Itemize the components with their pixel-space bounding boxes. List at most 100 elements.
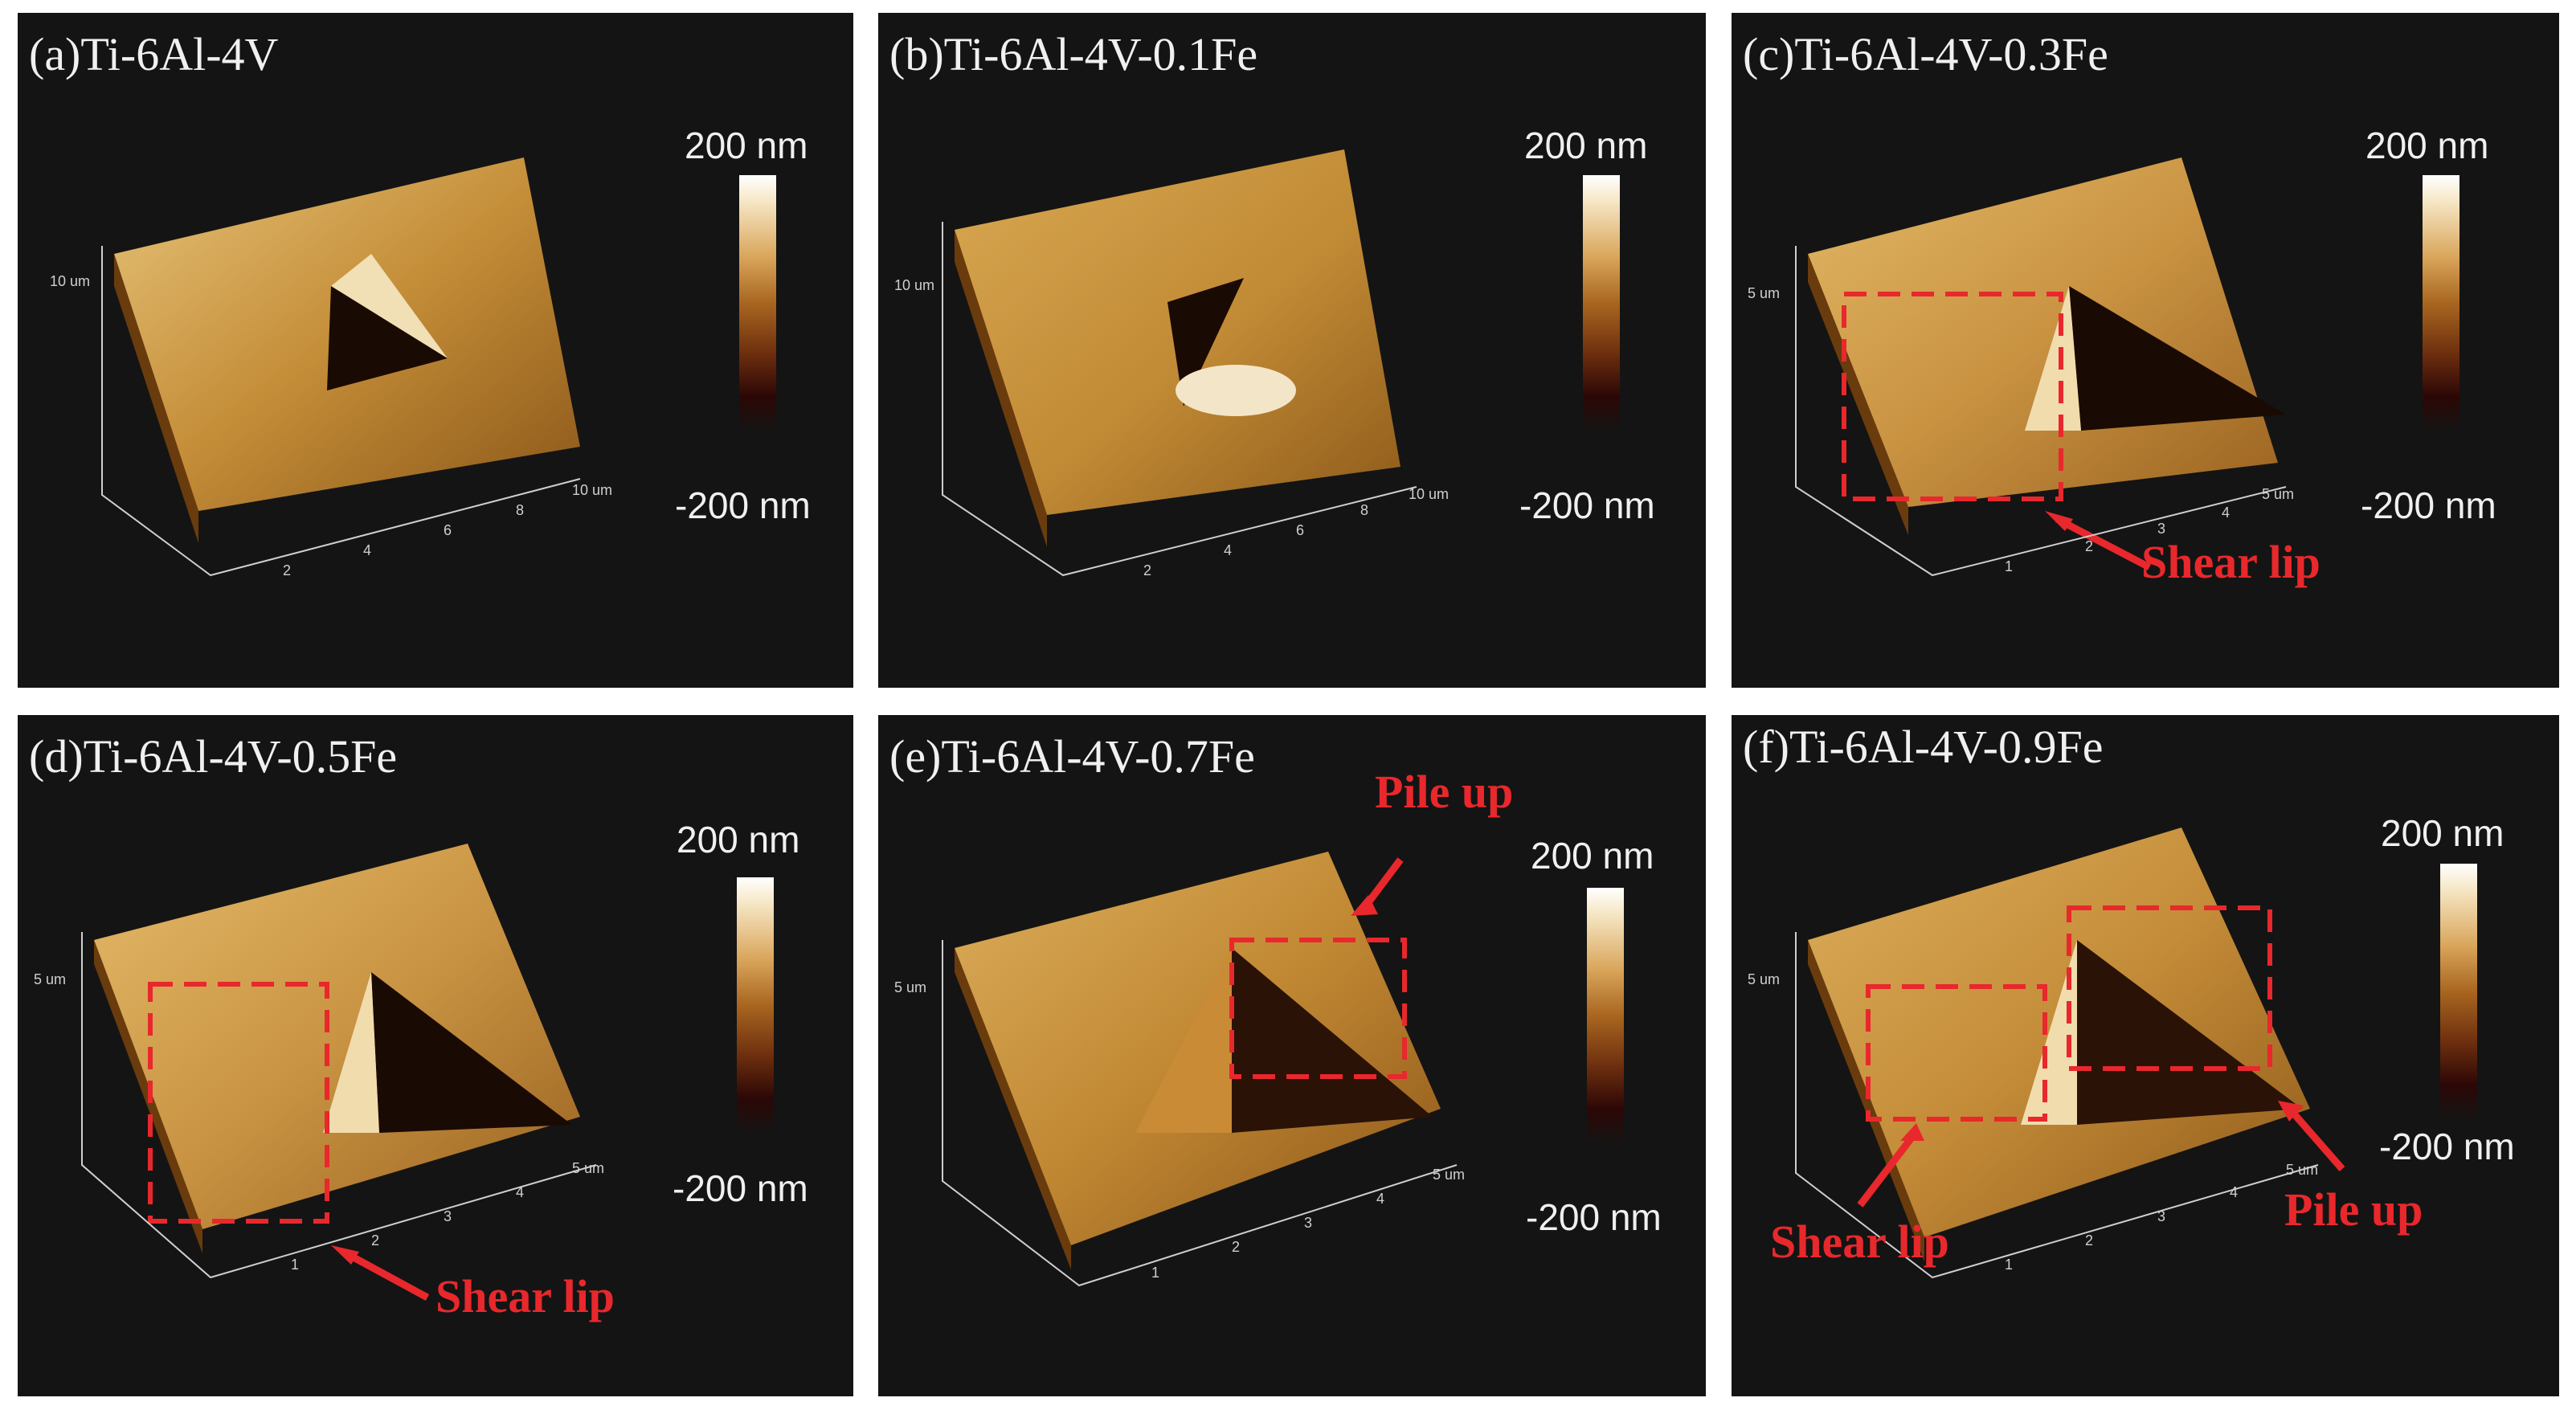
surface-side — [1808, 254, 1908, 535]
shear-lip-arrow — [341, 1249, 430, 1301]
pile-up-arrow — [2289, 1110, 2345, 1171]
x-tick-label: 5 um — [1433, 1167, 1465, 1183]
x-tick-label: 6 — [444, 522, 452, 538]
x-tick-label: 1 — [1151, 1265, 1159, 1281]
panel-title: (e)Ti-6Al-4V-0.7Fe — [889, 730, 1255, 783]
y-tick-label: 10 um — [50, 273, 90, 289]
shear-lip-box — [148, 982, 329, 1224]
surface-side — [114, 254, 198, 543]
x-tick-label: 4 — [516, 1184, 524, 1200]
panel-title: (c)Ti-6Al-4V-0.3Fe — [1743, 28, 2108, 80]
pile-up-box — [2067, 905, 2272, 1071]
afm-surface-c: 1 2 3 4 5 um 5 um — [1748, 157, 2294, 577]
x-tick-label: 10 um — [1409, 486, 1449, 502]
pile-up-arrow — [1359, 857, 1404, 913]
shear-lip-box — [1866, 984, 2047, 1122]
colorbar-min-label: -200 nm — [2379, 1126, 2515, 1167]
colorbar-min-label: -200 nm — [1519, 484, 1655, 526]
x-tick-label: 3 — [2157, 521, 2165, 537]
indent-face — [1135, 948, 1232, 1133]
x-tick-label: 5 um — [2286, 1162, 2318, 1178]
y-tick-label: 10 um — [894, 277, 934, 293]
axes-frame — [942, 940, 1458, 1287]
x-tick-label: 4 — [2222, 505, 2230, 521]
y-tick-label: 5 um — [34, 971, 66, 987]
panel-b: 2 4 6 8 10 um 10 um (b)Ti-6Al-4V-0.1Fe 2… — [878, 13, 1706, 688]
x-tick-label: 2 — [2085, 538, 2093, 554]
shear-lip-region — [323, 972, 379, 1133]
axes-frame — [81, 932, 597, 1279]
pile-up-label: Pile up — [2284, 1183, 2423, 1236]
height-colorbar — [1587, 888, 1624, 1145]
colorbar-min-label: -200 nm — [2361, 484, 2496, 526]
axes-frame — [1795, 246, 2287, 577]
y-tick-label: 5 um — [1748, 285, 1780, 301]
colorbar-min-label: -200 nm — [1526, 1196, 1662, 1238]
panel-title: (d)Ti-6Al-4V-0.5Fe — [29, 730, 398, 783]
panel-d: 1 2 3 4 5 um 5 um (d)Ti-6Al-4V-0.5Fe 200… — [18, 715, 853, 1396]
pile-up-label: Pile up — [1375, 766, 1514, 818]
colorbar-max-label: 200 nm — [2381, 812, 2504, 854]
surface-side — [1808, 940, 1924, 1261]
x-tick-label: 3 — [444, 1208, 452, 1224]
shear-lip-arrow — [2055, 516, 2152, 570]
x-tick-label: 3 — [1304, 1215, 1312, 1231]
colorbar-max-label: 200 nm — [685, 125, 808, 166]
afm-surface-a: 2 4 6 8 10 um 10 um — [50, 157, 612, 578]
x-tick-label: 5 um — [572, 1160, 604, 1176]
panel-a: 2 4 6 8 10 um 10 um (a)Ti-6Al-4V 200 nm … — [18, 13, 853, 688]
x-tick-label: 10 um — [572, 482, 612, 498]
colorbar-max-label: 200 nm — [2365, 125, 2489, 166]
x-tick-label: 1 — [2005, 558, 2013, 574]
afm-surface-d: 1 2 3 4 5 um 5 um — [34, 844, 604, 1301]
x-tick-label: 2 — [283, 562, 291, 578]
height-colorbar — [737, 877, 774, 1134]
indent-cavity — [327, 286, 448, 390]
panel-title: (b)Ti-6Al-4V-0.1Fe — [889, 28, 1258, 80]
x-tick-label: 5 um — [2262, 486, 2294, 502]
x-tick-label: 1 — [2005, 1257, 2013, 1273]
surface-side — [955, 948, 1071, 1269]
afm-surface-f: 1 2 3 4 5 um 5 um — [1748, 828, 2345, 1279]
y-tick-label: 5 um — [894, 979, 926, 995]
arrow-head — [2278, 1101, 2304, 1122]
height-colorbar — [2440, 864, 2477, 1121]
x-tick-label: 4 — [363, 542, 371, 558]
indent-cavity — [2069, 286, 2286, 431]
height-colorbar — [2423, 175, 2459, 432]
indent-face — [1176, 365, 1296, 416]
x-tick-label: 8 — [516, 502, 524, 518]
colorbar-max-label: 200 nm — [1531, 835, 1654, 877]
x-tick-label: 2 — [1143, 562, 1151, 578]
x-tick-label: 1 — [291, 1257, 299, 1273]
afm-surface-e: 1 2 3 4 5 um 5 um — [894, 852, 1465, 1287]
colorbar-max-label: 200 nm — [1524, 125, 1648, 166]
shear-lip-region — [2025, 286, 2081, 431]
shear-lip-label: Shear lip — [1770, 1216, 1949, 1268]
axes-frame — [1795, 932, 2319, 1279]
x-tick-label: 4 — [1224, 542, 1232, 558]
panel-c: 1 2 3 4 5 um 5 um (c)Ti-6Al-4V-0.3Fe 200… — [1732, 13, 2559, 688]
panel-f: 1 2 3 4 5 um 5 um (f)Ti-6Al-4V-0.9Fe 200… — [1732, 715, 2559, 1396]
shear-lip-label: Shear lip — [2141, 536, 2320, 588]
indent-cavity — [1232, 948, 1433, 1133]
arrow-head — [1900, 1123, 1924, 1141]
indent-cavity — [1167, 278, 1244, 407]
colorbar-min-label: -200 nm — [675, 484, 811, 526]
height-colorbar — [739, 175, 776, 432]
sample-surface — [94, 844, 580, 1229]
colorbar-min-label: -200 nm — [673, 1167, 808, 1209]
panel-title: (a)Ti-6Al-4V — [29, 28, 279, 80]
surface-side — [955, 230, 1047, 547]
x-tick-label: 6 — [1296, 522, 1304, 538]
axes-frame — [942, 222, 1417, 577]
x-tick-label: 2 — [1232, 1239, 1240, 1255]
y-tick-label: 5 um — [1748, 971, 1780, 987]
colorbar-max-label: 200 nm — [677, 819, 800, 860]
pile-up-box — [1229, 938, 1407, 1079]
x-tick-label: 2 — [371, 1232, 379, 1249]
x-tick-label: 3 — [2157, 1208, 2165, 1224]
indent-cavity — [2077, 940, 2302, 1125]
axes-frame — [101, 246, 581, 577]
